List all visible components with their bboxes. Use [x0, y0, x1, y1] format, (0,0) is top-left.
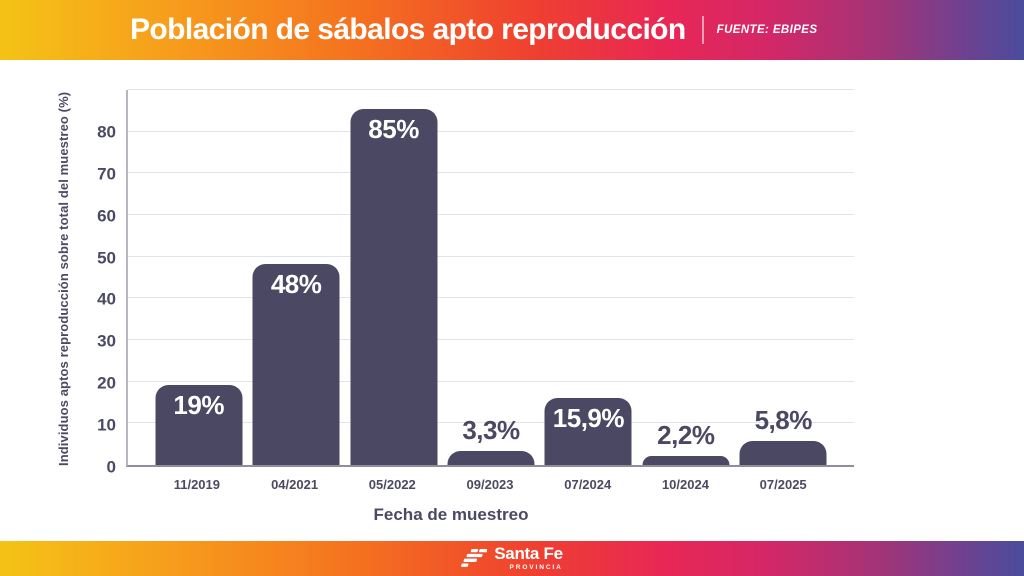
gridline	[128, 214, 854, 215]
plot-area: 19% 48% 85% 3,3% 15,9% 2,2% 5,8%	[126, 89, 854, 467]
bar-chart: Individuos aptos reproducción sobre tota…	[48, 89, 854, 525]
santafe-logo: Santa Fe PROVINCIA	[461, 544, 563, 571]
gridline	[128, 297, 854, 299]
bar-column: 15,9%	[540, 90, 637, 465]
x-tick-label: 07/2025	[759, 477, 807, 492]
x-tick-label: 04/2021	[271, 477, 319, 492]
y-axis-title: Individuos aptos reproducción sobre tota…	[55, 91, 71, 466]
y-tick-label: 80	[97, 122, 116, 142]
bar-value-label: 5,8%	[754, 405, 813, 435]
x-tick-label: 07/2024	[564, 477, 612, 492]
y-tick-label: 50	[97, 248, 116, 268]
bar-column: 48%	[247, 90, 344, 465]
gridline	[128, 339, 854, 340]
bar-value-label: 19%	[173, 390, 224, 420]
gridline	[128, 130, 854, 132]
bar-value-label: 3,3%	[462, 415, 520, 445]
x-tick-label: 10/2024	[661, 477, 709, 492]
y-tick-label: 0	[106, 457, 116, 477]
y-tick-label: 10	[97, 415, 116, 435]
bar	[739, 441, 827, 465]
bar-column: 19%	[150, 90, 247, 465]
y-tick-label: 60	[97, 206, 116, 226]
logo-subtext: PROVINCIA	[509, 564, 563, 571]
bar	[544, 398, 632, 465]
bar-column: 85%	[345, 90, 442, 465]
bar-value-label: 85%	[368, 114, 419, 144]
x-axis-ticks: 11/2019 04/2021 05/2022 09/2023 07/2024 10/20…	[126, 477, 854, 492]
bar	[447, 451, 535, 465]
logo-text: Santa Fe	[494, 544, 563, 563]
gridline	[128, 380, 854, 382]
bar	[252, 264, 340, 465]
footer-banner: Santa Fe PROVINCIA	[0, 541, 1024, 576]
x-tick-label: 11/2019	[173, 477, 220, 492]
gridline	[128, 89, 854, 90]
bar	[642, 456, 730, 465]
bar-column: 5,8%	[735, 90, 832, 465]
santafe-logo-icon	[461, 548, 488, 567]
y-tick-label: 40	[97, 289, 116, 309]
y-tick-label: 30	[97, 331, 116, 351]
bar-value-label: 48%	[270, 269, 322, 299]
bar	[350, 109, 438, 465]
bar-column: 3,3%	[442, 90, 539, 465]
header-banner: Población de sábalos apto reproducción F…	[0, 0, 1024, 60]
bar	[155, 385, 243, 465]
bar-value-label: 15,9%	[552, 403, 625, 433]
logo-text-block: Santa Fe PROVINCIA	[494, 544, 563, 571]
y-axis-ticks: 0 10 20 30 40 50 60 70 80	[78, 90, 126, 475]
x-tick-label: 05/2022	[368, 477, 416, 492]
source-label: FUENTE: EBIPES	[716, 24, 818, 36]
gridline	[128, 172, 854, 174]
gridline	[128, 255, 854, 257]
bar-value-label: 2,2%	[657, 420, 715, 450]
bar-column: 2,2%	[637, 90, 734, 465]
gridline	[128, 422, 854, 424]
y-tick-label: 70	[97, 164, 116, 184]
x-axis-title: Fecha de muestreo	[373, 505, 529, 524]
page-title: Población de sábalos apto reproducción	[130, 13, 686, 46]
y-tick-label: 20	[97, 373, 116, 393]
x-tick-label: 09/2023	[466, 477, 514, 492]
header-divider	[701, 16, 704, 44]
